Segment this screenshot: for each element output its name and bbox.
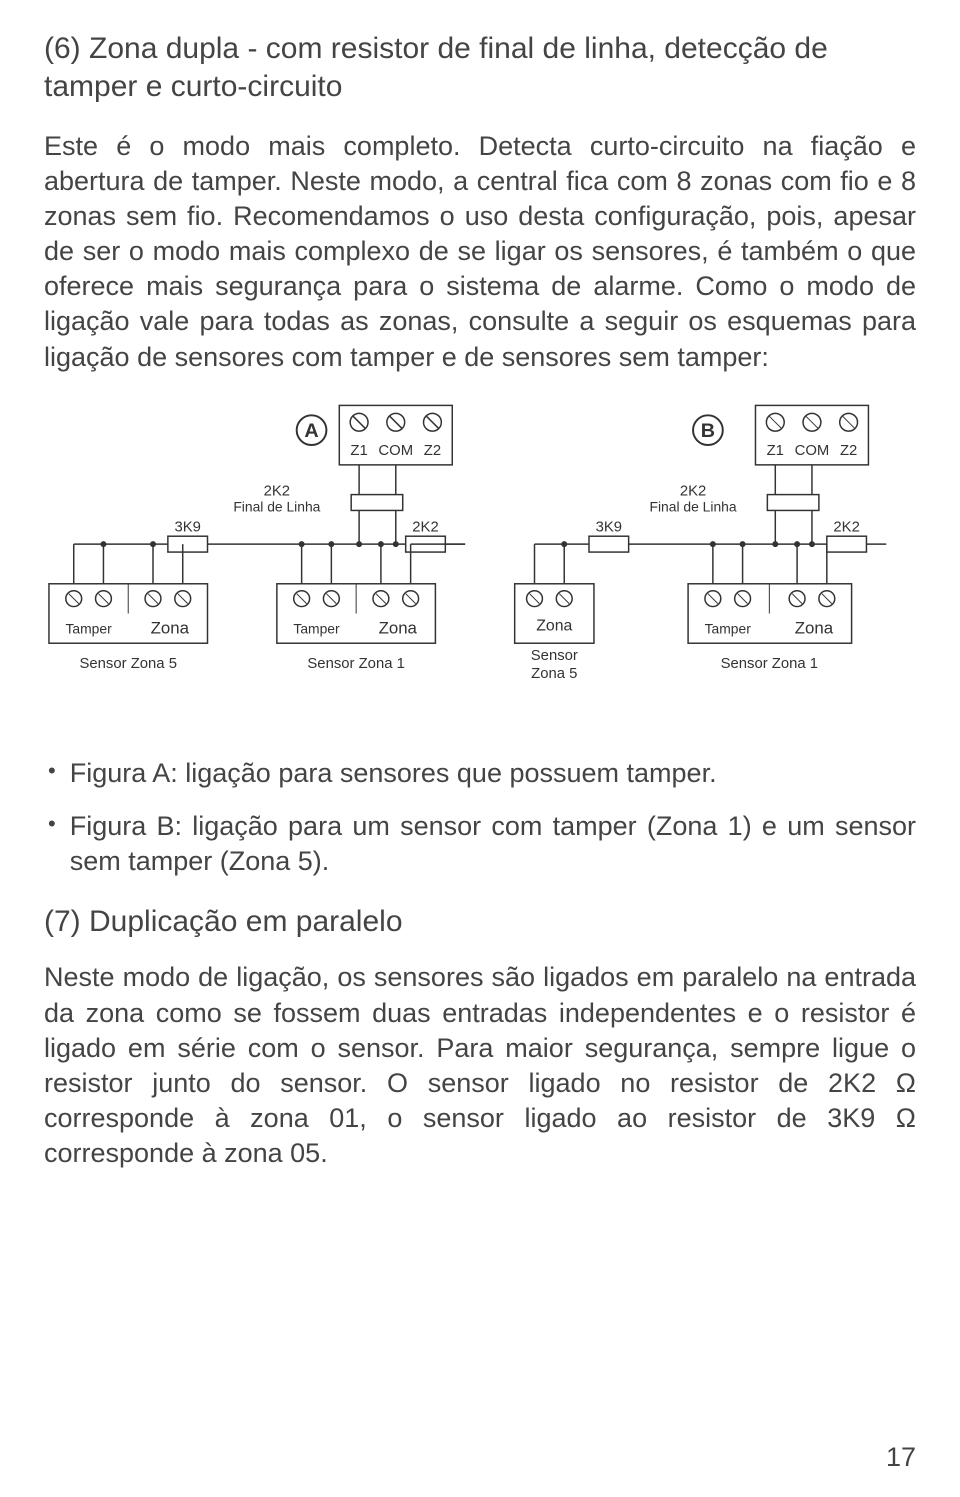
svg-text:3K9: 3K9: [596, 519, 622, 535]
bullet-list: • Figura A: ligação para sensores que po…: [44, 756, 916, 879]
svg-text:Sensor Zona 1: Sensor Zona 1: [721, 656, 818, 672]
svg-text:Tamper: Tamper: [293, 620, 340, 636]
section6-paragraph: Este é o modo mais completo. Detecta cur…: [44, 129, 916, 375]
section6-heading: (6) Zona dupla - com resistor de final d…: [44, 30, 916, 105]
svg-text:3K9: 3K9: [174, 519, 200, 535]
svg-text:Final de Linha: Final de Linha: [650, 498, 737, 514]
diagram-letter-a: A: [304, 420, 318, 442]
svg-text:Sensor Zona 5: Sensor Zona 5: [79, 656, 176, 672]
svg-text:Sensor Zona 1: Sensor Zona 1: [307, 656, 404, 672]
svg-text:2K2: 2K2: [833, 519, 859, 535]
svg-text:2K2: 2K2: [264, 483, 290, 499]
svg-text:COM: COM: [795, 443, 830, 459]
bullet-item: • Figura B: ligação para um sensor com t…: [44, 809, 916, 879]
svg-text:Zona: Zona: [795, 618, 834, 637]
svg-text:Final de Linha: Final de Linha: [233, 498, 320, 514]
svg-text:Zona: Zona: [379, 618, 418, 637]
svg-text:Z1: Z1: [767, 443, 784, 459]
svg-text:Zona 5: Zona 5: [531, 666, 577, 682]
svg-text:2K2: 2K2: [680, 483, 706, 499]
svg-text:Z1: Z1: [350, 443, 367, 459]
section7-paragraph: Neste modo de ligação, os sensores são l…: [44, 960, 916, 1171]
svg-text:2K2: 2K2: [412, 519, 438, 535]
bullet-icon: •: [48, 809, 56, 840]
diagram-letter-b: B: [701, 420, 715, 442]
bullet-icon: •: [48, 756, 56, 787]
svg-text:Z2: Z2: [840, 443, 857, 459]
bullet-text: Figura B: ligação para um sensor com tam…: [70, 809, 916, 879]
svg-text:Zona: Zona: [536, 617, 572, 634]
svg-text:Tamper: Tamper: [65, 620, 112, 636]
svg-text:COM: COM: [378, 443, 413, 459]
svg-text:Z2: Z2: [424, 443, 441, 459]
wiring-diagram: A Z1 COM Z2 2K2 Final de Linha 3K9: [44, 399, 916, 724]
section7-heading: (7) Duplicação em paralelo: [44, 903, 916, 941]
page-number: 17: [886, 1442, 916, 1473]
svg-text:Tamper: Tamper: [705, 620, 752, 636]
bullet-text: Figura A: ligação para sensores que poss…: [70, 756, 916, 791]
svg-text:Sensor: Sensor: [531, 648, 578, 664]
svg-text:Zona: Zona: [151, 618, 190, 637]
bullet-item: • Figura A: ligação para sensores que po…: [44, 756, 916, 791]
